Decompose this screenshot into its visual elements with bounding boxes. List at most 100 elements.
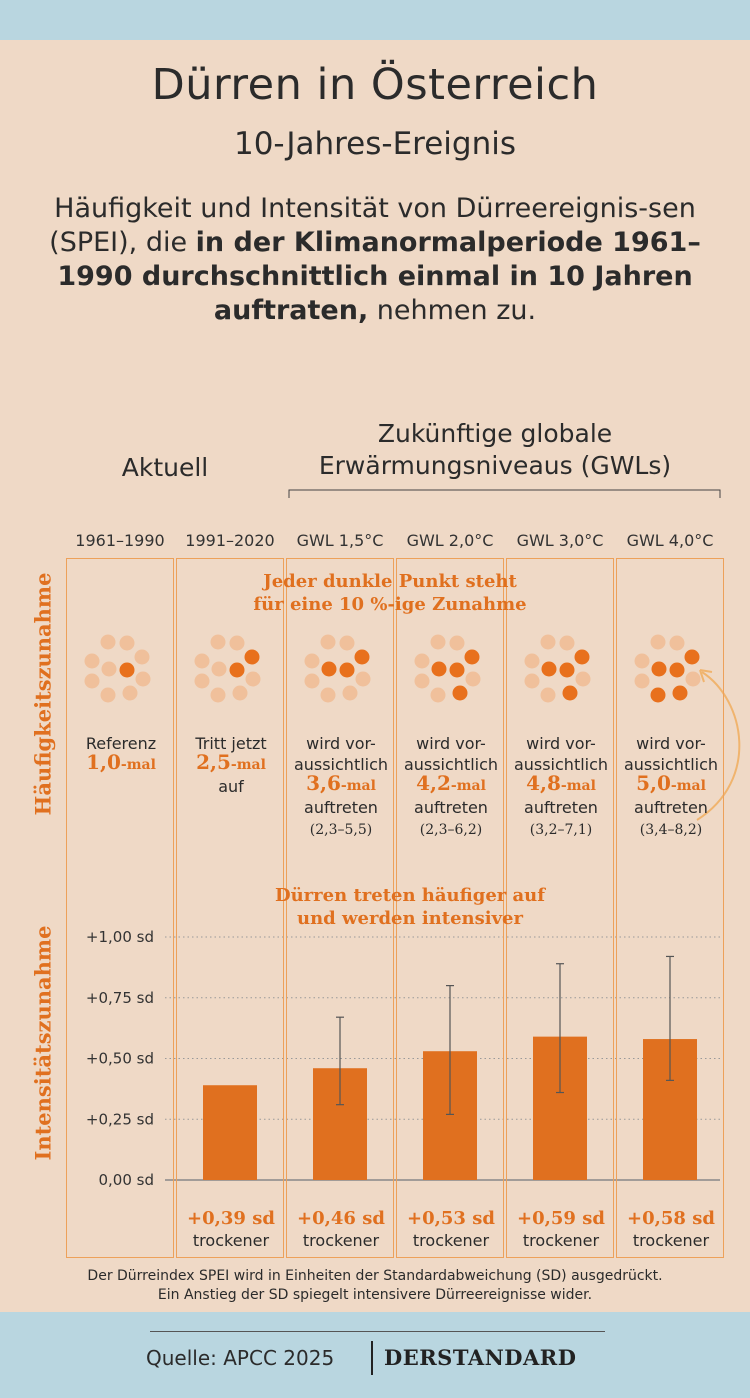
desc-line1: wird vor- [306,734,376,753]
desc-line2: aussichtlich [623,755,719,774]
multiplier: 2,5-mal [176,752,286,776]
bar-value-label: +0,53 sd [407,1208,495,1229]
bar-value-suffix: trockener [412,1231,490,1250]
multiplier-unit: -mal [230,757,266,773]
dot-dark [559,662,575,678]
dot-light [134,649,150,665]
desc-after: auftreten [634,798,708,817]
desc-after: auftreten [304,798,378,817]
column-box [286,558,394,1258]
dot-dark [672,685,688,701]
dot-light [320,687,336,703]
y-tick-label: +0,75 sd [86,989,154,1007]
lead-part1: Häufigkeit und Intensität von Dürreereig… [49,193,696,258]
desc-line1: wird vor- [636,734,706,753]
multiplier-number: 2,5 [196,750,231,774]
dot-dark [229,662,245,678]
dot-light [304,653,320,669]
dots-note-line1: Jeder dunkle Punkt steht [263,571,517,592]
dot-light [540,687,556,703]
dot-dark [651,661,667,677]
dot-dark [449,662,465,678]
dot-light [84,653,100,669]
period-label: GWL 2,0°C [406,531,494,550]
multiplier-number: 3,6 [306,771,341,795]
bar-value-suffix: trockener [632,1231,710,1250]
desc-range: (2,3–5,5) [309,822,373,838]
dot-light [575,671,591,687]
lead-part2: nehmen zu. [368,295,537,326]
multiplier-unit: -mal [670,778,706,794]
multiplier-unit: -mal [450,778,486,794]
dot-light [465,671,481,687]
dot-light [210,687,226,703]
desc-line1: Tritt jetzt [195,734,267,753]
group-label-future-line1: Zukünftige globale [377,419,613,448]
desc-range: (3,4–8,2) [639,822,703,838]
multiplier-unit: -mal [120,757,156,773]
bar-value-suffix: trockener [522,1231,600,1250]
lead-bold: in der Klimanormalperiode 1961–1990 durc… [57,227,701,326]
period-label: GWL 3,0°C [516,531,604,550]
dot-dark [452,685,468,701]
dot-light [100,634,116,650]
period-label: GWL 1,5°C [296,531,384,550]
multiplier: 4,8-mal [506,773,616,797]
desc-after: auftreten [414,798,488,817]
dot-dark [431,661,447,677]
dot-light [540,634,556,650]
period-label: 1991–2020 [185,531,275,550]
dot-light [634,653,650,669]
dot-light [524,673,540,689]
desc-after: auftreten [524,798,598,817]
column-box [176,558,284,1258]
dot-dark [541,661,557,677]
dot-light [232,685,248,701]
bars-note-line2: und werden intensiver [297,908,523,929]
lead-text: Häufigkeit und Intensität von Dürreereig… [40,192,710,328]
footnote-line1: Der Dürreindex SPEI wird in Einheiten de… [87,1268,663,1284]
desc-line1: wird vor- [526,734,596,753]
column-box [396,558,504,1258]
group-label-future-line2: Erwärmungsniveaus (GWLs) [318,451,672,480]
dot-light [119,635,135,651]
dot-dark [562,685,578,701]
brand-separator [371,1341,373,1375]
desc-line1: Referenz [85,734,157,753]
dot-light [430,687,446,703]
multiplier: 1,0-mal [66,752,176,776]
group-label-future: Zukünftige globale Erwärmungsniveaus (GW… [285,418,705,482]
dot-light [211,661,227,677]
bar [203,1085,257,1180]
dot-light [355,671,371,687]
footnote: Der Dürreindex SPEI wird in Einheiten de… [0,1267,750,1305]
multiplier: 3,6-mal [286,773,396,797]
dot-light [194,673,210,689]
dot-dark [321,661,337,677]
future-bracket [288,489,721,498]
multiplier: 5,0-mal [616,773,726,797]
dot-light [245,671,261,687]
bars-note: Dürren treten häufiger auf und werden in… [230,884,590,930]
period-label: GWL 4,0°C [626,531,714,550]
multiplier-unit: -mal [340,778,376,794]
intensity-axis-label: Intensitätszunahme [30,925,56,1161]
dot-dark [354,649,370,665]
dot-dark [684,649,700,665]
page-subtitle: 10-Jahres-Ereignis [233,126,517,162]
desc-range: (2,3–6,2) [419,822,483,838]
multiplier-number: 4,8 [526,771,561,795]
period-label: 1961–1990 [75,531,165,550]
dot-light [449,635,465,651]
multiplier: 4,2-mal [396,773,506,797]
bar-value-suffix: trockener [302,1231,380,1250]
dot-light [342,685,358,701]
dot-dark [339,662,355,678]
dot-light [634,673,650,689]
multiplier-number: 1,0 [86,750,121,774]
dot-light [101,661,117,677]
footer-divider [150,1331,605,1332]
column-box [506,558,614,1258]
dot-light [122,685,138,701]
